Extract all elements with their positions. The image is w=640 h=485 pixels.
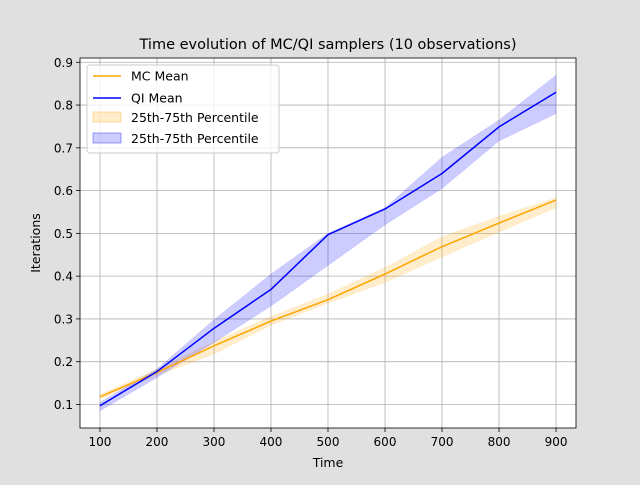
x-axis-ticks: 100 200 300 400 500 600 700 800 900 [89,428,568,449]
y-tick-label: 0.2 [54,355,73,369]
x-tick-label: 800 [488,435,511,449]
legend-label-qi-percentile: 25th-75th Percentile [131,131,259,146]
y-tick-label: 0.7 [54,141,73,155]
qi-mean-percentile-band [99,74,557,412]
legend-label-qi-mean: QI Mean [131,91,183,106]
qi-mean-line [99,91,557,407]
y-axis-label: Iterations [28,213,43,273]
y-axis-ticks: 0.1 0.2 0.3 0.4 0.5 0.6 0.7 0.8 0.9 [54,56,80,412]
legend-box [86,64,280,154]
x-tick-label: 600 [374,435,397,449]
x-tick-label: 700 [431,435,454,449]
y-tick-label: 0.8 [54,99,73,113]
legend-swatch-mc-percentile [92,111,122,123]
y-tick-label: 0.1 [54,398,73,412]
legend: MC Mean QI Mean 25th-75th Percentile 25t… [86,64,280,154]
y-tick-label: 0.5 [54,227,73,241]
x-tick-label: 400 [260,435,283,449]
x-axis-label: Time [312,455,344,470]
y-tick-label: 0.9 [54,56,73,70]
mc-mean-line [99,199,557,398]
y-tick-label: 0.4 [54,270,73,284]
x-tick-label: 100 [89,435,112,449]
y-tick-label: 0.6 [54,184,73,198]
x-tick-label: 900 [545,435,568,449]
x-tick-label: 200 [146,435,169,449]
y-tick-label: 0.3 [54,312,73,326]
series-lines [99,91,557,407]
legend-label-mc-percentile: 25th-75th Percentile [131,110,259,125]
percentile-bands [99,74,557,412]
mc-mean-percentile-band [99,197,557,400]
grid [80,58,576,428]
legend-swatch-qi-percentile [92,132,122,144]
chart-title: Time evolution of MC/QI samplers (10 obs… [139,37,517,53]
x-tick-label: 300 [203,435,226,449]
x-tick-label: 500 [317,435,340,449]
legend-label-mc-mean: MC Mean [131,69,189,84]
